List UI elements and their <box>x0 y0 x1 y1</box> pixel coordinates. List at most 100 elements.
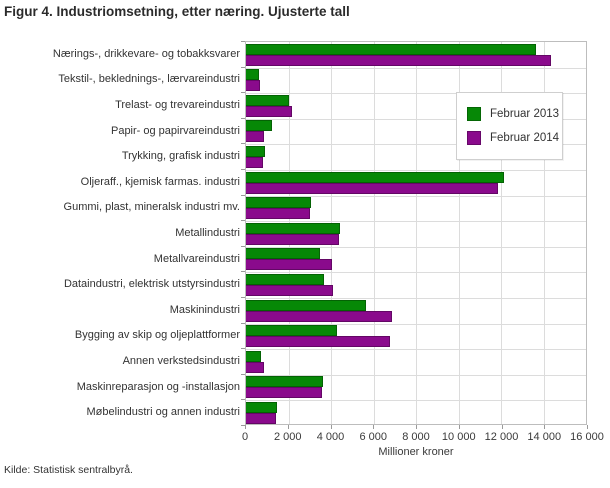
bar-februar-2014 <box>246 105 293 117</box>
source-note: Kilde: Statistisk sentralbyrå. <box>4 464 133 476</box>
bar-februar-2014 <box>246 182 498 194</box>
horizontal-gridline <box>246 144 586 146</box>
y-axis-tick-mark <box>241 117 245 119</box>
horizontal-gridline <box>246 272 586 274</box>
x-axis-tick-mark <box>458 425 460 429</box>
vertical-gridline <box>458 42 460 424</box>
bar-februar-2014 <box>246 259 333 271</box>
y-axis-tick-mark <box>241 373 245 375</box>
horizontal-gridline <box>246 93 586 95</box>
legend-swatch-feb2014-icon <box>467 131 481 145</box>
y-axis-tick-mark <box>241 348 245 350</box>
horizontal-gridline <box>246 323 586 325</box>
bar-februar-2014 <box>246 157 263 168</box>
x-axis-tick-mark <box>587 425 588 429</box>
bar-februar-2014 <box>246 361 265 373</box>
bar-februar-2014 <box>246 208 310 220</box>
bar-februar-2013 <box>246 350 261 362</box>
vertical-gridline <box>373 42 375 424</box>
category-label: Trykking, grafisk industri <box>121 150 240 163</box>
category-label: Dataindustri, elektrisk utstyrsindustri <box>63 278 240 291</box>
category-label: Møbelindustri og annen industri <box>86 406 240 419</box>
category-label: Annen verkstedsindustri <box>122 354 240 367</box>
y-axis-tick-mark <box>241 41 245 42</box>
category-labels: Nærings-, drikkevare- og tobakksvarer Tek… <box>0 41 240 425</box>
bar-februar-2014 <box>246 310 392 322</box>
legend-box: Februar 2013 Februar 2014 <box>456 92 563 160</box>
category-label: Papir- og papirvareindustri <box>110 124 240 137</box>
y-axis-tick-mark <box>241 220 245 222</box>
category-label: Tekstil-, beklednings-, lærvareindustri <box>58 73 240 86</box>
category-label: Gummi, plast, mineralsk industri mv. <box>63 201 240 214</box>
category-label: Oljeraff., kjemisk farmas. industri <box>80 175 240 188</box>
y-axis-tick-mark <box>241 297 245 298</box>
horizontal-gridline <box>246 170 586 171</box>
y-axis-tick-mark <box>241 245 245 247</box>
category-label: Maskinindustri <box>169 303 240 316</box>
x-axis-tick-label: 12 000 <box>484 431 519 443</box>
horizontal-gridline <box>246 298 586 299</box>
x-axis-tick-label: 2 000 <box>273 431 302 443</box>
horizontal-gridline <box>246 67 586 69</box>
y-axis-tick-mark <box>241 92 245 94</box>
x-axis-tick-mark <box>245 425 246 429</box>
x-axis-tick-label: 14 000 <box>527 431 562 443</box>
bar-februar-2013 <box>246 299 367 311</box>
y-axis-tick-mark <box>241 425 245 426</box>
legend-swatch-feb2013-icon <box>467 107 481 121</box>
plot-area <box>245 41 587 425</box>
horizontal-gridline <box>246 349 586 351</box>
category-label: Bygging av skip og oljeplattformer <box>74 329 240 342</box>
category-label: Nærings-, drikkevare- og tobakksvarer <box>52 47 240 60</box>
x-axis-ticks: 0 2 000 4 000 6 000 8 000 10 000 12 000 14 000 1… <box>242 425 604 445</box>
bar-februar-2014 <box>246 233 339 245</box>
bar-februar-2014 <box>246 131 265 143</box>
x-axis-title: Millioner kroner <box>378 446 454 458</box>
y-axis-tick-mark <box>241 271 245 273</box>
horizontal-gridline <box>246 246 586 248</box>
bar-februar-2013 <box>246 376 323 388</box>
horizontal-gridline <box>246 221 586 223</box>
bar-februar-2014 <box>246 336 391 348</box>
category-label: Trelast- og trevareindustri <box>115 98 240 111</box>
legend-label-feb2013: Februar 2013 <box>490 108 560 120</box>
legend-entry-feb2013: Februar 2013 <box>467 107 562 121</box>
bar-februar-2013 <box>246 120 272 132</box>
bar-februar-2013 <box>246 222 340 234</box>
x-axis-tick-mark <box>416 425 417 429</box>
x-axis-tick-mark <box>330 425 332 429</box>
y-axis-tick-mark <box>241 194 245 196</box>
figure-title: Figur 4. Industriomsetning, etter næring… <box>4 4 350 19</box>
y-axis-tick-mark <box>241 322 245 324</box>
x-axis-tick-mark <box>544 425 546 429</box>
y-axis-tick-mark <box>241 66 245 68</box>
bar-februar-2013 <box>246 171 505 183</box>
x-axis-tick-label: 10 000 <box>441 431 476 443</box>
x-axis-tick-label: 16 000 <box>570 431 604 443</box>
y-axis-tick-mark <box>241 143 245 145</box>
y-axis-tick-marks <box>241 41 245 426</box>
horizontal-gridline <box>246 374 586 376</box>
horizontal-gridline <box>246 195 586 197</box>
x-axis-tick-label: 6 000 <box>359 431 388 443</box>
category-label: Metallindustri <box>175 226 240 239</box>
bar-februar-2013 <box>246 248 321 260</box>
category-label: Maskinreparasjon og -installasjon <box>76 380 240 393</box>
bar-februar-2013 <box>246 69 260 81</box>
bar-februar-2013 <box>246 43 537 55</box>
x-axis-tick-mark <box>501 425 503 429</box>
bar-februar-2014 <box>246 413 276 424</box>
bar-februar-2013 <box>246 94 289 106</box>
bar-februar-2014 <box>246 80 261 92</box>
vertical-gridline <box>416 42 417 424</box>
bar-februar-2013 <box>246 325 337 337</box>
x-axis-tick-mark <box>287 425 289 429</box>
y-axis-tick-mark <box>241 399 245 401</box>
legend-entry-feb2014: Februar 2014 <box>467 131 562 145</box>
legend-label-feb2014: Februar 2014 <box>490 132 560 144</box>
vertical-gridline <box>501 42 502 424</box>
bar-februar-2013 <box>246 274 324 285</box>
bar-februar-2013 <box>246 146 266 157</box>
y-axis-tick-mark <box>241 169 245 170</box>
